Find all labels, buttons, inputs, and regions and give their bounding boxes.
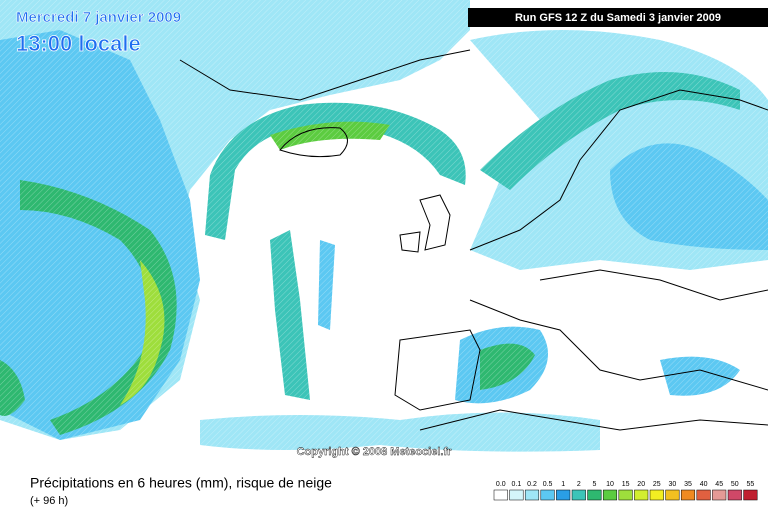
legend-label: 10 bbox=[606, 481, 614, 488]
legend-swatch bbox=[712, 489, 727, 501]
legend: 0.0 0.1 0.2 0.5 1 2 5 10 15 20 25 30 35 40 45 50 55 bbox=[493, 481, 758, 501]
legend-swatch bbox=[571, 489, 586, 501]
legend-label: 45 bbox=[715, 481, 723, 488]
legend-swatch bbox=[649, 489, 664, 501]
legend-label: 30 bbox=[669, 481, 677, 488]
caption-lead: (+ 96 h) bbox=[30, 495, 68, 507]
legend-label: 20 bbox=[637, 481, 645, 488]
caption-title: Précipitations en 6 heures (mm), risque … bbox=[30, 475, 332, 491]
legend-label: 5 bbox=[592, 481, 596, 488]
legend-label: 0.0 bbox=[496, 481, 506, 488]
date: Mercredi 7 janvier 2009 bbox=[16, 9, 181, 26]
legend-swatch bbox=[665, 489, 680, 501]
legend-swatch bbox=[743, 489, 758, 501]
legend-label: 0.1 bbox=[512, 481, 522, 488]
legend-swatch bbox=[556, 489, 571, 501]
copyright: Copyright © 2008 Meteociel.fr bbox=[297, 446, 453, 458]
legend-swatch bbox=[540, 489, 555, 501]
legend-swatch bbox=[602, 489, 618, 501]
footer bbox=[0, 466, 768, 512]
legend-swatch bbox=[727, 489, 742, 501]
legend-swatch bbox=[587, 489, 602, 501]
run: Run GFS 12 Z du Samedi 3 janvier 2009 bbox=[515, 12, 721, 24]
precip-areas bbox=[0, 0, 768, 466]
legend-label: 50 bbox=[731, 481, 739, 488]
legend-label: 0.2 bbox=[527, 481, 537, 488]
legend-swatch bbox=[696, 489, 711, 501]
legend-label: 2 bbox=[577, 481, 581, 488]
legend-swatch bbox=[618, 489, 633, 501]
legend-label: 35 bbox=[684, 481, 692, 488]
run-box bbox=[468, 8, 768, 27]
legend-label: 1 bbox=[561, 481, 565, 488]
legend-label: 25 bbox=[653, 481, 661, 488]
time: 13:00 locale bbox=[16, 31, 141, 56]
coastlines bbox=[179, 49, 768, 431]
legend-swatch bbox=[680, 489, 696, 501]
legend-swatch bbox=[524, 489, 540, 501]
legend-label: 0.5 bbox=[543, 481, 553, 488]
legend-label: 40 bbox=[700, 481, 708, 488]
legend-swatch bbox=[509, 489, 524, 501]
legend-swatch bbox=[634, 489, 649, 501]
legend-label: 55 bbox=[747, 481, 755, 488]
legend-swatch bbox=[493, 489, 508, 501]
legend-label: 15 bbox=[622, 481, 630, 488]
